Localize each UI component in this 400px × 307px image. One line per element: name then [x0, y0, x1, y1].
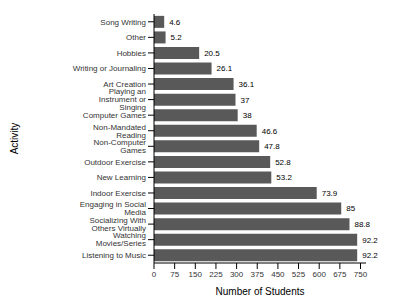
svg-text:Non-MandatedReading: Non-MandatedReading — [93, 123, 146, 140]
svg-text:525: 525 — [292, 270, 306, 279]
svg-text:38: 38 — [243, 111, 252, 120]
svg-text:52.8: 52.8 — [275, 158, 291, 167]
svg-text:300: 300 — [230, 270, 244, 279]
svg-text:Writing or Journaling: Writing or Journaling — [73, 64, 146, 73]
svg-text:Song Writing: Song Writing — [100, 18, 146, 27]
svg-text:Engaging in SocialMedia: Engaging in SocialMedia — [80, 200, 147, 217]
svg-text:Art Creation: Art Creation — [103, 79, 146, 89]
svg-text:53.2: 53.2 — [276, 173, 292, 182]
svg-text:36.1: 36.1 — [239, 80, 255, 89]
svg-text:450: 450 — [271, 270, 285, 279]
svg-text:5.2: 5.2 — [171, 33, 183, 42]
svg-text:75: 75 — [170, 270, 179, 279]
svg-text:4.6: 4.6 — [169, 18, 181, 27]
svg-text:20.5: 20.5 — [204, 49, 220, 58]
svg-text:Other: Other — [126, 33, 146, 42]
svg-text:WatchingMovies/Series: WatchingMovies/Series — [96, 231, 146, 248]
svg-text:675: 675 — [333, 270, 347, 279]
svg-text:Number of Students: Number of Students — [216, 286, 305, 297]
svg-text:85: 85 — [346, 204, 355, 213]
svg-text:Outdoor Exercise: Outdoor Exercise — [84, 158, 146, 167]
svg-text:Socializing WithOthers Virtual: Socializing WithOthers Virtually — [90, 216, 146, 233]
svg-text:37: 37 — [240, 96, 249, 105]
svg-text:73.9: 73.9 — [322, 189, 338, 198]
svg-text:Hobbies: Hobbies — [117, 49, 146, 58]
svg-text:Computer Games: Computer Games — [83, 111, 146, 120]
svg-text:600: 600 — [313, 270, 327, 279]
svg-text:375: 375 — [251, 270, 265, 279]
svg-text:Indoor Exercise: Indoor Exercise — [90, 189, 146, 198]
svg-text:Non-ComputerGames: Non-ComputerGames — [94, 138, 147, 155]
svg-text:Listening to Music: Listening to Music — [82, 251, 146, 260]
svg-text:Activity: Activity — [9, 123, 20, 155]
svg-text:Playing anInstrument orSinging: Playing anInstrument orSinging — [99, 87, 146, 112]
svg-text:150: 150 — [189, 270, 203, 279]
svg-text:New Learning: New Learning — [97, 173, 146, 182]
svg-text:0: 0 — [152, 270, 157, 279]
svg-text:46.6: 46.6 — [262, 127, 278, 136]
svg-text:225: 225 — [209, 270, 223, 279]
svg-text:88.8: 88.8 — [354, 220, 370, 229]
svg-text:92.2: 92.2 — [362, 251, 378, 260]
svg-text:750: 750 — [354, 270, 368, 279]
svg-text:26.1: 26.1 — [217, 64, 233, 73]
svg-text:92.2: 92.2 — [362, 236, 378, 245]
svg-text:47.8: 47.8 — [264, 142, 280, 151]
